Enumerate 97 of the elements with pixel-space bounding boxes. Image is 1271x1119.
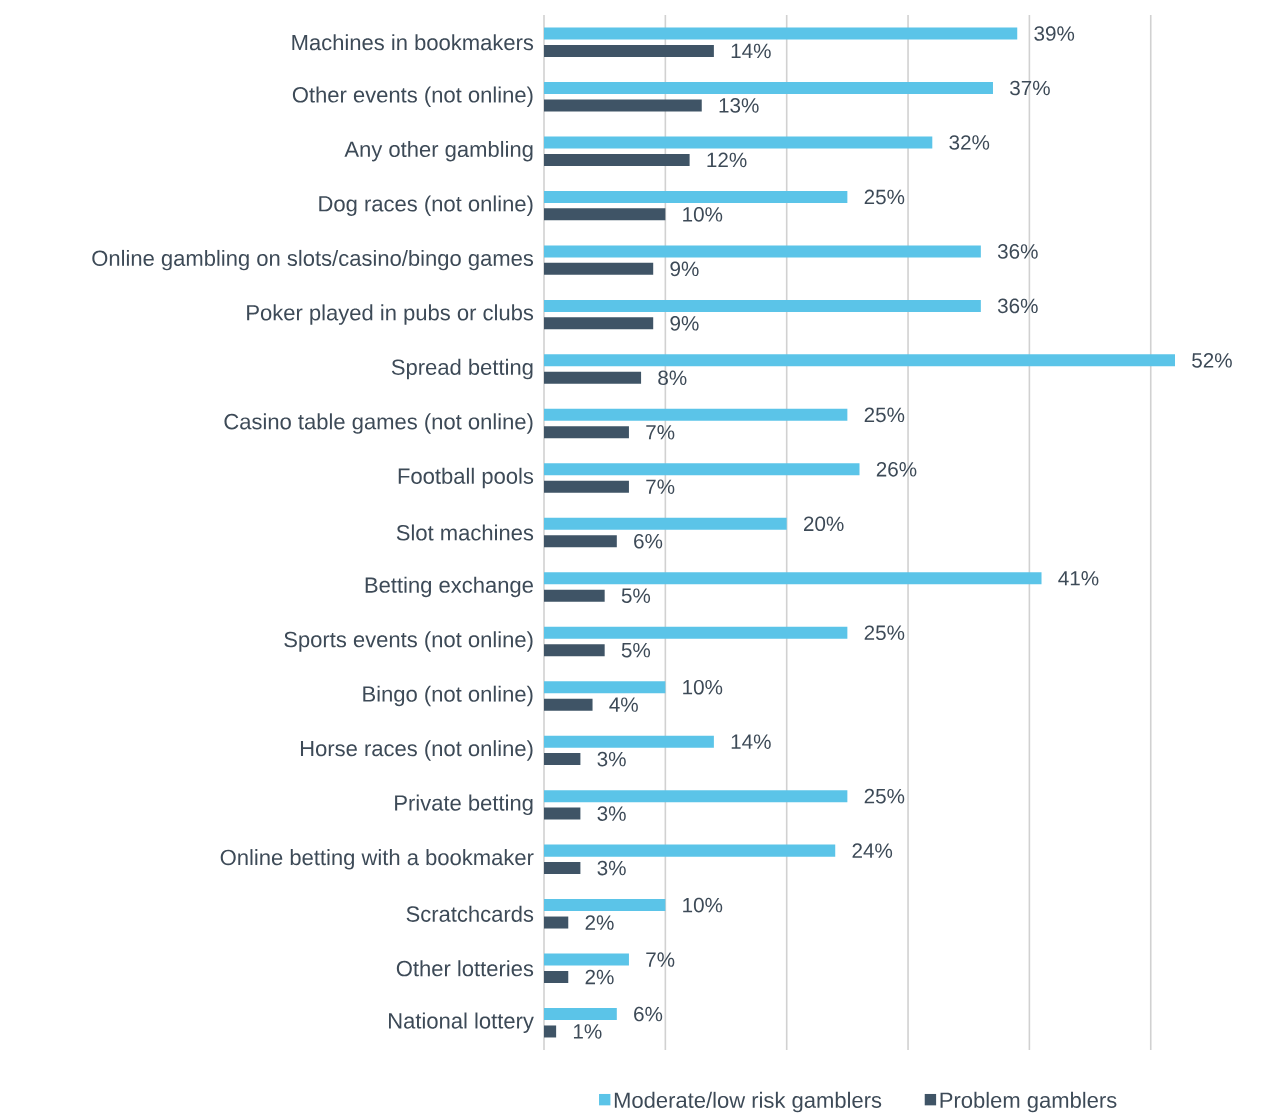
bar xyxy=(544,81,993,94)
bar xyxy=(544,698,593,711)
data-label: 6% xyxy=(634,533,663,549)
data-label: 10% xyxy=(683,679,723,695)
bar xyxy=(544,426,629,439)
bar xyxy=(544,153,690,166)
data-label: 26% xyxy=(876,461,917,477)
data-label: 12% xyxy=(707,152,747,168)
y-tick-label: Sports events (not online) xyxy=(284,631,533,652)
data-label: 25% xyxy=(864,788,905,804)
data-label: 3% xyxy=(597,751,626,767)
bar xyxy=(544,480,629,493)
y-tick-label: Online betting with a bookmaker xyxy=(220,849,534,870)
y-tick-label: Bingo (not online) xyxy=(363,685,533,707)
bar xyxy=(544,463,860,476)
bar xyxy=(544,408,848,421)
bar xyxy=(544,1025,557,1038)
bar xyxy=(544,535,617,548)
data-label: 37% xyxy=(1010,80,1050,96)
data-label: 32% xyxy=(949,135,990,150)
y-tick-label: Online gambling on slots/casino/bingo games xyxy=(92,249,534,271)
bar xyxy=(544,99,702,112)
data-label: 9% xyxy=(670,261,699,277)
bar xyxy=(544,681,666,694)
data-label: 52% xyxy=(1192,353,1232,368)
y-tick-label: Other lotteries xyxy=(396,960,534,977)
bar xyxy=(544,644,605,657)
data-label: 25% xyxy=(864,407,905,423)
legend-label: Moderate/low risk gamblers xyxy=(614,1091,882,1113)
bar xyxy=(544,190,848,203)
bar xyxy=(544,1008,617,1021)
y-tick-label: Poker played in pubs or clubs xyxy=(247,304,534,325)
bar xyxy=(544,971,569,983)
data-label: 25% xyxy=(864,625,905,641)
y-tick-label: Horse races (not online) xyxy=(300,740,533,761)
bar xyxy=(544,136,933,149)
data-label: 7% xyxy=(646,425,675,440)
data-label: 7% xyxy=(646,479,675,494)
data-label: 5% xyxy=(621,588,651,603)
bar xyxy=(544,626,848,639)
bar xyxy=(544,916,569,929)
data-label: 24% xyxy=(852,843,893,858)
legend-label: Problem gamblers xyxy=(940,1091,1117,1113)
data-label: 14% xyxy=(731,43,771,59)
bar xyxy=(544,317,654,330)
bar xyxy=(544,245,981,258)
data-label: 36% xyxy=(997,244,1038,259)
data-label: 6% xyxy=(634,1006,663,1022)
data-label: 2% xyxy=(585,915,614,930)
bar xyxy=(544,371,642,384)
data-label: 20% xyxy=(804,516,844,532)
bar xyxy=(544,899,666,912)
bar xyxy=(544,208,666,221)
y-tick-label: Other events (not online) xyxy=(292,86,533,107)
bar xyxy=(544,262,654,275)
y-tick-label: Football pools xyxy=(398,467,534,489)
data-label: 13% xyxy=(719,98,759,113)
y-tick-label: Dog races (not online) xyxy=(319,195,533,216)
data-label: 1% xyxy=(573,1024,602,1039)
data-label: 7% xyxy=(646,952,675,967)
y-tick-label: Spread betting xyxy=(391,358,533,380)
bar xyxy=(544,589,605,602)
data-label: 36% xyxy=(997,298,1038,314)
bar xyxy=(544,517,787,530)
y-tick-label: Casino table games (not online) xyxy=(224,413,533,434)
data-label: 14% xyxy=(731,734,771,749)
y-tick-label: Any other gambling xyxy=(344,140,533,162)
bar xyxy=(544,44,714,57)
data-label: 4% xyxy=(609,697,638,712)
bar xyxy=(544,27,1018,40)
data-label: 3% xyxy=(597,806,626,821)
y-tick-label: Private betting xyxy=(395,794,533,816)
y-tick-label: Slot machines xyxy=(396,524,534,541)
y-tick-label: Betting exchange xyxy=(365,576,533,598)
bar xyxy=(544,735,714,748)
y-tick-label: Scratchcards xyxy=(406,905,534,922)
data-label: 8% xyxy=(658,370,687,386)
bar xyxy=(544,354,1175,367)
bar xyxy=(544,953,629,966)
bar xyxy=(544,299,981,312)
data-label: 39% xyxy=(1034,26,1075,41)
y-tick-label: National lottery xyxy=(389,1012,534,1034)
bar xyxy=(544,790,848,803)
bar xyxy=(544,844,836,857)
y-tick-label: Machines in bookmakers xyxy=(292,34,534,51)
bar xyxy=(544,807,581,820)
data-label: 2% xyxy=(585,969,614,985)
data-label: 9% xyxy=(670,316,699,331)
data-label: 3% xyxy=(597,860,626,876)
data-label: 10% xyxy=(683,897,723,913)
bar xyxy=(544,572,1042,585)
bar xyxy=(544,862,581,875)
data-label: 41% xyxy=(1058,571,1099,586)
data-label: 5% xyxy=(621,642,651,658)
bar xyxy=(544,753,581,766)
data-label: 10% xyxy=(683,207,723,222)
data-label: 25% xyxy=(864,189,905,205)
